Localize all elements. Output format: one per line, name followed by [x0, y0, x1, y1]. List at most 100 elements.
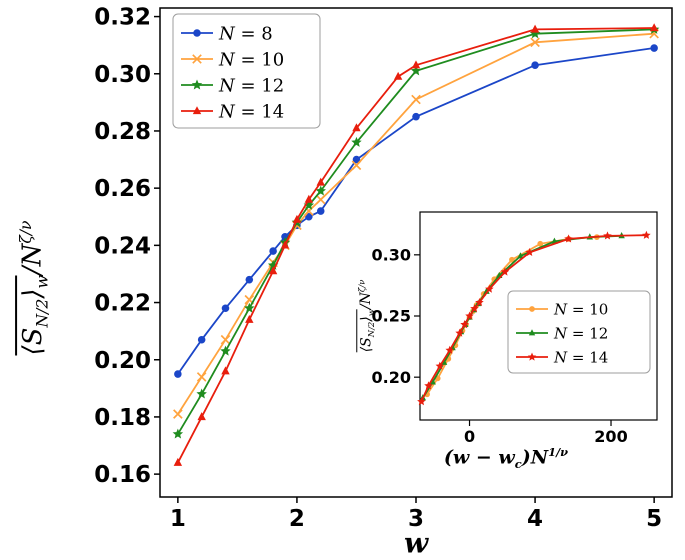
triangle-marker — [245, 314, 254, 323]
circle-marker — [305, 212, 313, 221]
star-marker — [410, 65, 422, 76]
circle-marker — [269, 247, 277, 255]
star-marker — [460, 320, 469, 329]
legend-label: N = 12 — [553, 324, 608, 342]
x-tick-label: 5 — [646, 506, 662, 532]
triangle-marker — [192, 106, 202, 115]
x-marker — [173, 409, 183, 419]
circle-marker — [174, 370, 182, 378]
y-tick-label: 0.30 — [372, 245, 411, 264]
triangle-marker — [352, 123, 361, 132]
circle-marker — [245, 275, 254, 284]
star-marker — [455, 328, 464, 337]
star-marker — [351, 136, 362, 147]
y-tick-label: 0.18 — [94, 405, 151, 431]
circle-marker — [193, 29, 201, 37]
circle-marker — [221, 304, 230, 313]
chart-element: N — [218, 23, 240, 44]
x-marker — [411, 94, 421, 105]
x-marker — [192, 54, 202, 64]
y-tick-label: 0.20 — [94, 348, 151, 374]
triangle-marker — [411, 60, 421, 69]
x-tick-label: 3 — [408, 506, 424, 532]
triangle-marker — [292, 214, 302, 223]
x-tick-label: 200 — [594, 427, 627, 446]
star-marker — [529, 28, 541, 39]
y-tick-label: 0.24 — [94, 233, 151, 259]
chart-element: N — [553, 300, 572, 318]
y-tick-label: 0.20 — [372, 368, 411, 387]
star-marker — [303, 199, 315, 210]
star-marker — [485, 284, 494, 293]
circle-marker — [537, 240, 544, 247]
star-marker — [424, 381, 433, 390]
triangle-marker — [517, 252, 524, 259]
x-tick-label: 4 — [527, 506, 543, 532]
legend-box — [507, 290, 651, 374]
circle-marker — [316, 207, 325, 215]
chart-element: = 12 — [572, 324, 608, 342]
circle-marker — [197, 335, 206, 344]
legend-label: N = 10 — [553, 300, 608, 318]
y-tick-label: 0.22 — [94, 291, 151, 317]
y-tick-label: 0.16 — [94, 462, 151, 488]
star-marker — [470, 304, 479, 313]
triangle-marker — [173, 457, 183, 466]
triangle-marker — [221, 366, 230, 375]
chart-element: = 12 — [240, 75, 284, 96]
y-tick-label: 0.32 — [94, 5, 151, 31]
y-tick-label: 0.28 — [94, 119, 151, 145]
inset-y-axis-label: ⟨SN/2⟩w/Nζ/ν — [355, 279, 376, 353]
triangle-marker — [483, 287, 490, 294]
legend-label: N = 8 — [218, 23, 273, 44]
triangle-marker — [393, 71, 403, 80]
star-marker — [172, 428, 184, 439]
legend-label: N = 14 — [218, 101, 284, 122]
star-marker — [642, 230, 651, 239]
chart-element: N — [218, 49, 240, 70]
chart-element: = 14 — [240, 101, 284, 122]
star-marker — [465, 311, 474, 320]
star-marker — [525, 247, 534, 257]
star-marker — [196, 388, 207, 399]
x-marker — [351, 160, 362, 171]
star-marker — [244, 302, 255, 313]
circle-marker — [529, 306, 535, 312]
circle-marker — [650, 44, 658, 52]
overline-group: ⟨SN/2⟩w — [14, 275, 51, 356]
circle-marker — [509, 256, 515, 263]
legend-label: N = 14 — [553, 348, 608, 366]
legend-label: N = 10 — [218, 49, 284, 70]
x-marker — [196, 372, 207, 382]
legend-label: N = 12 — [218, 75, 284, 96]
circle-marker — [531, 61, 539, 69]
circle-marker — [412, 112, 420, 121]
chart-element: N — [553, 324, 572, 342]
overline-group: ⟨SN/2⟩w — [355, 309, 376, 353]
chart-element: = 10 — [572, 300, 608, 318]
triangle-marker — [528, 329, 536, 336]
star-marker — [603, 231, 612, 240]
star-marker — [220, 345, 231, 356]
chart-element: N — [553, 348, 572, 366]
x-tick-label: 1 — [170, 506, 186, 532]
star-marker — [445, 345, 454, 354]
star-marker — [500, 267, 510, 276]
star-marker — [315, 185, 326, 196]
triangle-marker — [197, 412, 206, 421]
circle-marker — [352, 155, 361, 164]
triangle-marker — [304, 194, 314, 203]
triangle-marker — [280, 240, 290, 249]
x-tick-label: 0 — [464, 427, 475, 446]
star-marker — [435, 361, 445, 370]
main-y-axis-label: ⟨SN/2⟩w/Nζ/ν — [14, 220, 51, 356]
triangle-marker — [649, 23, 659, 32]
chart-element: N — [218, 75, 240, 96]
star-marker — [564, 234, 573, 243]
triangle-marker — [268, 266, 278, 275]
chart-element: = 14 — [572, 348, 608, 366]
star-marker — [191, 79, 203, 90]
chart-element: = 10 — [240, 49, 284, 70]
